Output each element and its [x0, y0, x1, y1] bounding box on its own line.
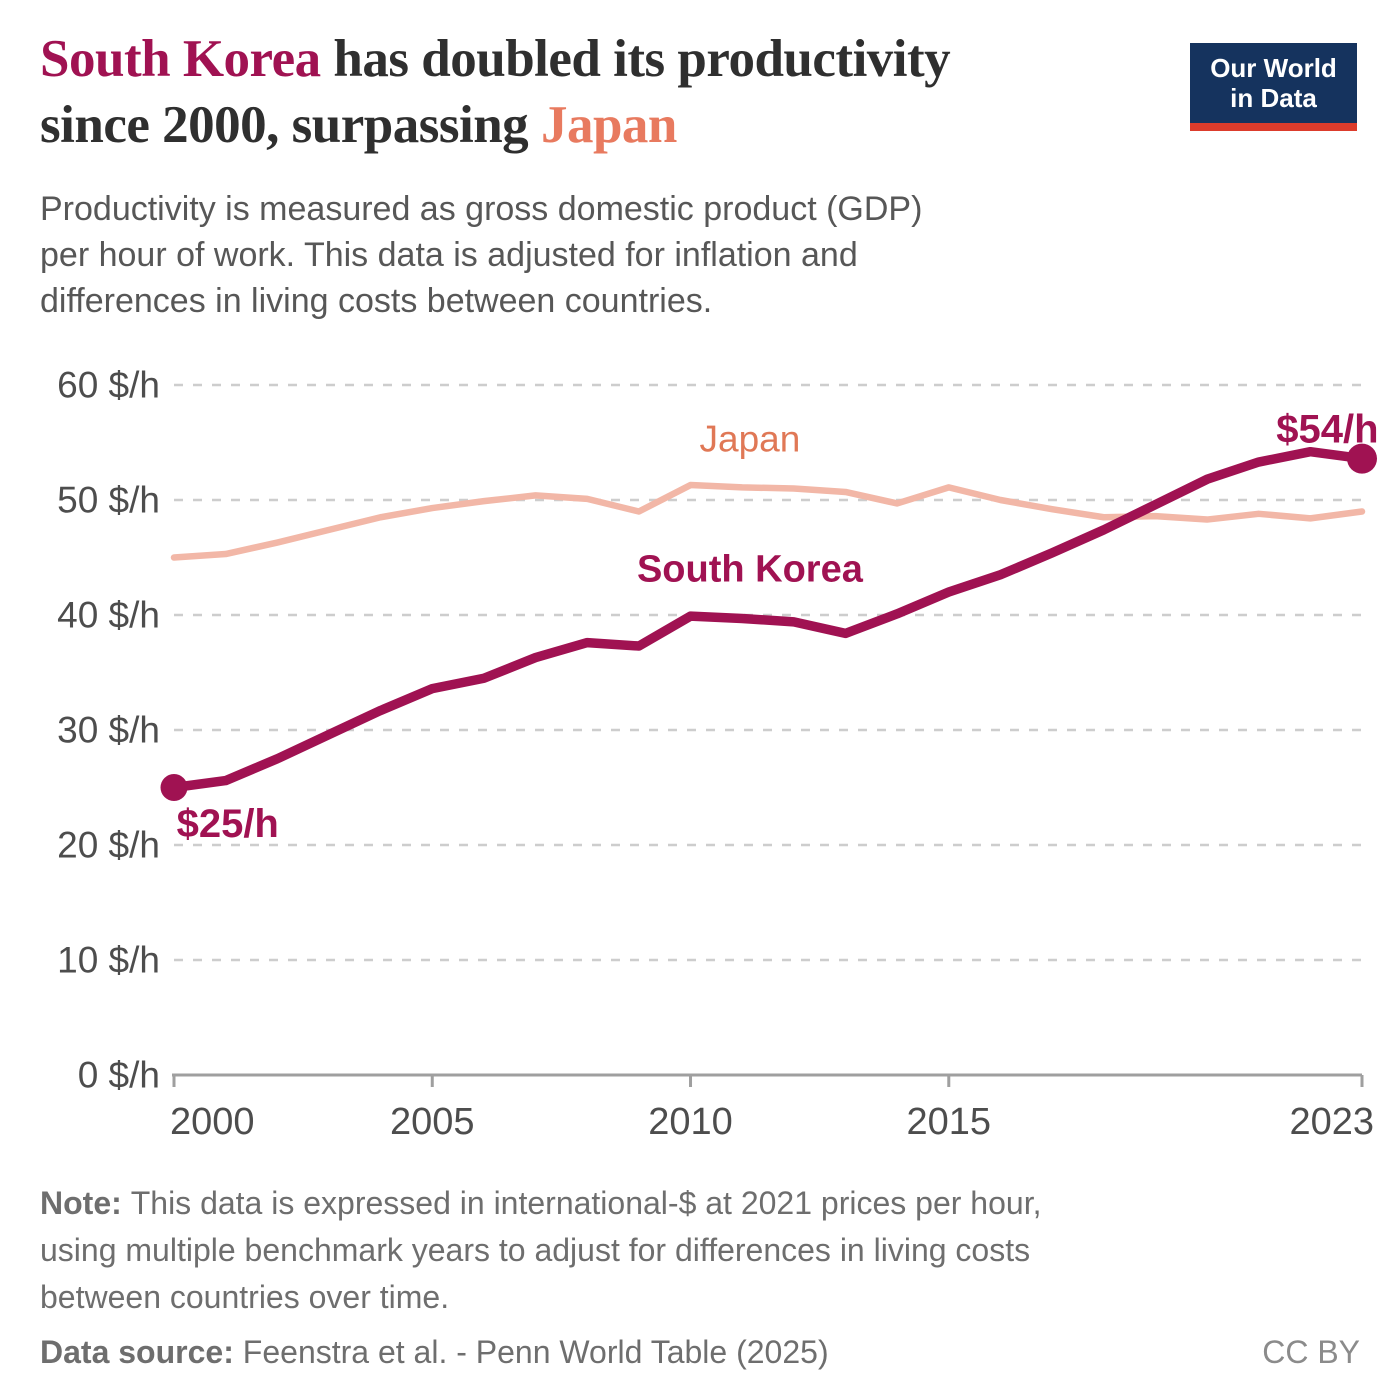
series-line-south-korea — [169, 446, 1367, 793]
owid-logo: Our World in Data — [1190, 43, 1357, 131]
data-source-label: Data source: — [40, 1334, 234, 1370]
note-label: Note: — [40, 1185, 122, 1221]
y-tick-label-30: 30 $/h — [57, 710, 160, 751]
source-row: Data source: Feenstra et al. - Penn World… — [40, 1334, 1360, 1371]
x-tick-label-2010: 2010 — [648, 1101, 733, 1143]
y-tick-label-40: 40 $/h — [57, 595, 160, 636]
title-highlight-japan: Japan — [540, 96, 677, 154]
south-korea-start-marker — [160, 774, 188, 801]
end-value-label: $54/h — [1276, 408, 1378, 452]
y-tick-label-60: 60 $/h — [57, 365, 160, 406]
x-tick-label-2005: 2005 — [390, 1101, 475, 1143]
owid-logo-line1: Our World — [1210, 53, 1337, 83]
japan-series-label: Japan — [700, 419, 801, 460]
south-korea-end-marker — [1347, 443, 1377, 474]
start-value-label: $25/h — [177, 802, 279, 846]
license-badge: CC BY — [1262, 1334, 1360, 1370]
y-tick-label-20: 20 $/h — [57, 825, 160, 866]
data-source-text: Feenstra et al. - Penn World Table (2025… — [242, 1334, 829, 1370]
x-tick-label-2000: 2000 — [170, 1101, 255, 1143]
y-tick-label-10: 10 $/h — [57, 940, 160, 981]
note-text: This data is expressed in international-… — [40, 1185, 1042, 1315]
title-middle-text: has doubled its productivity since 2000,… — [40, 30, 951, 154]
x-tick-label-2023: 2023 — [1289, 1101, 1374, 1143]
data-source: Data source: Feenstra et al. - Penn World… — [40, 1334, 829, 1371]
chart-note: Note: This data is expressed in internati… — [40, 1180, 1260, 1321]
title-highlight-south-korea: South Korea — [40, 30, 321, 88]
chart-title: South Korea has doubled its productivity… — [40, 26, 1180, 158]
y-tick-label-50: 50 $/h — [57, 480, 160, 521]
y-tick-label-0: 0 $/h — [78, 1055, 160, 1096]
south-korea-series-label: South Korea — [637, 549, 864, 591]
owid-logo-line2: in Data — [1230, 83, 1317, 113]
x-tick-label-2015: 2015 — [907, 1101, 992, 1143]
chart-subtitle: Productivity is measured as gross domest… — [40, 190, 923, 320]
series-line-japan — [170, 481, 1366, 561]
